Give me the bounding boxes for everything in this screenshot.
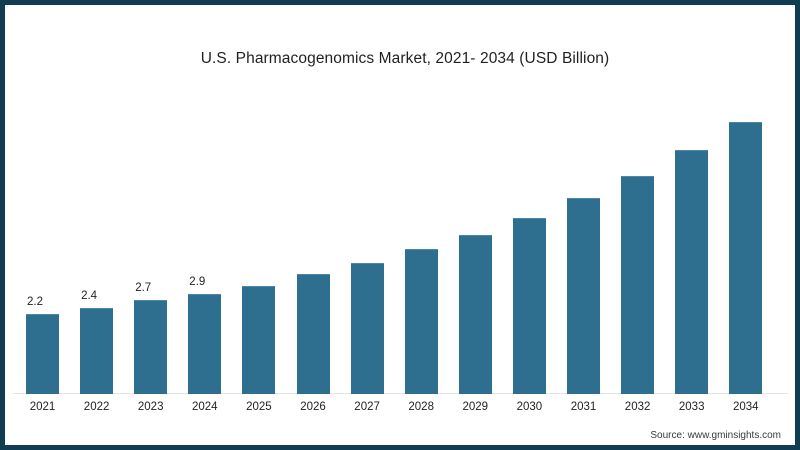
bar xyxy=(729,122,763,394)
bar xyxy=(296,274,330,394)
x-tick-label: 2023 xyxy=(137,401,164,413)
bar xyxy=(188,294,222,394)
bar xyxy=(350,263,384,394)
bar xyxy=(621,175,655,394)
bar xyxy=(567,198,600,394)
bar-value-label: 2.7 xyxy=(135,281,152,294)
bar xyxy=(404,249,438,394)
bar xyxy=(26,314,59,394)
x-tick-label: 2029 xyxy=(462,401,489,413)
x-tick-label: 2028 xyxy=(408,401,434,413)
bar-value-label: 2.4 xyxy=(81,290,98,303)
x-tick-label: 2027 xyxy=(354,401,380,413)
bar-value-label: 2.2 xyxy=(27,296,43,308)
bar xyxy=(134,299,168,394)
bar xyxy=(512,218,546,394)
x-tick-label: 2031 xyxy=(570,401,597,413)
bar xyxy=(242,285,276,394)
x-axis-line xyxy=(13,393,788,394)
plot-area: 2.2 2.4 2.7 2.9 2021 2022 2023 2024 2025 2026 202… xyxy=(5,5,795,445)
x-tick-label: 2024 xyxy=(192,401,218,413)
source-note: Source: www.gminsights.com xyxy=(650,430,781,441)
x-tick-label: 2025 xyxy=(246,401,272,413)
x-tick-label: 2034 xyxy=(733,401,759,413)
bar xyxy=(80,308,114,394)
chart-title: U.S. Pharmacogenomics Market, 2021- 2034… xyxy=(200,50,610,67)
x-tick-label: 2021 xyxy=(29,401,56,413)
bar xyxy=(675,150,709,394)
x-tick-label: 2033 xyxy=(678,401,705,413)
x-tick-label: 2026 xyxy=(300,401,326,413)
x-tick-label: 2032 xyxy=(624,401,651,413)
bar xyxy=(458,234,492,394)
x-tick-label: 2022 xyxy=(83,401,110,413)
bar-value-label: 2.9 xyxy=(189,276,206,289)
x-tick-label: 2030 xyxy=(516,401,543,413)
